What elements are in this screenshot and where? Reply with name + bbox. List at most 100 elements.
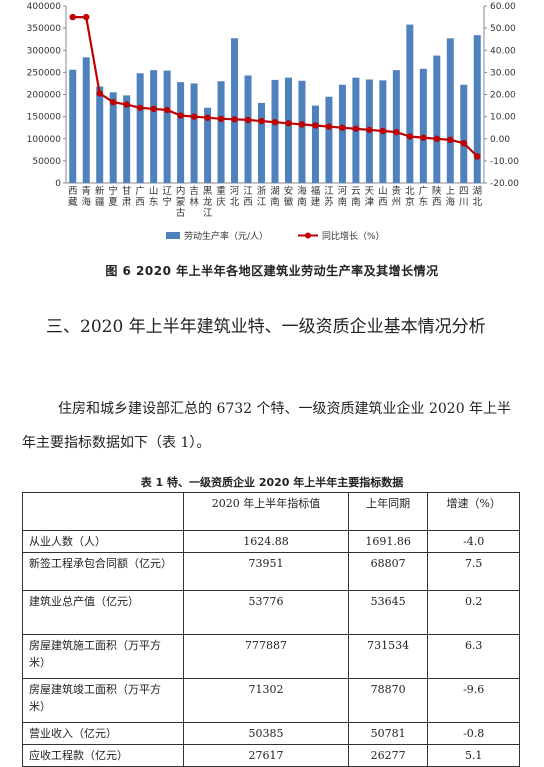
category-label: 藏 xyxy=(68,196,78,208)
table-row: 建筑业总产值（亿元） 53776 53645 0.2 xyxy=(22,590,520,635)
growth-point xyxy=(244,116,252,124)
growth-point xyxy=(109,99,117,106)
row-label: 房屋建筑施工面积（万平方米） xyxy=(22,634,184,679)
left-tick-label: 0 xyxy=(55,179,61,189)
right-tick-label: 40.00 xyxy=(490,46,516,56)
bar xyxy=(231,38,239,183)
row-growth: 6.3 xyxy=(427,634,520,679)
growth-point xyxy=(217,115,225,123)
growth-point xyxy=(285,120,292,127)
growth-point xyxy=(312,122,319,129)
bar xyxy=(446,38,454,183)
category-label: 宁 xyxy=(108,185,118,197)
category-label: 西 xyxy=(378,197,388,208)
growth-point xyxy=(406,133,414,140)
category-label: 四 xyxy=(459,186,469,197)
category-label: 龙 xyxy=(203,196,213,208)
category-label: 江 xyxy=(203,208,213,219)
figure-caption: 图 6 2020 年上半年各地区建筑业劳动生产率及其增长情况 xyxy=(105,264,439,278)
right-tick-label: 0.00 xyxy=(490,135,510,145)
category-label: 湖 xyxy=(270,186,280,197)
row-growth: -0.8 xyxy=(427,722,520,745)
row-growth: 5.1 xyxy=(427,744,520,767)
growth-point xyxy=(271,118,279,126)
section-heading: 三、2020 年上半年建筑业特、一级资质企业基本情况分析 xyxy=(46,317,486,337)
category-label: 内 xyxy=(176,185,186,197)
growth-point xyxy=(393,128,400,136)
bar xyxy=(123,95,131,183)
row-previous: 1691.86 xyxy=(347,530,429,553)
category-label: 北 xyxy=(473,197,483,208)
category-label: 广 xyxy=(135,185,145,197)
row-current: 1624.88 xyxy=(183,530,349,553)
growth-point xyxy=(339,124,346,131)
category-label: 宁 xyxy=(162,196,172,208)
intro-paragraph: 住房和城乡建设部汇总的 6732 个特、一级资质建筑业企业 2020 年上半年主… xyxy=(22,401,512,451)
table-row: 房屋建筑竣工面积（万平方米） 71302 78870 -9.6 xyxy=(22,678,520,723)
category-label: 浙 xyxy=(257,185,267,197)
bar xyxy=(298,80,306,183)
category-label: 江 xyxy=(257,197,267,208)
bar xyxy=(284,77,292,183)
row-current: 50385 xyxy=(183,722,349,745)
bar xyxy=(271,79,279,183)
table-header-row: 2020 年上半年指标值 上年同期 增速（%） xyxy=(22,492,520,531)
category-label: 州 xyxy=(392,197,402,208)
row-growth: -9.6 xyxy=(427,678,520,723)
category-label: 西 xyxy=(243,197,253,208)
bar xyxy=(325,96,333,183)
category-label: 江 xyxy=(324,186,334,197)
bar xyxy=(433,55,441,184)
category-label: 吉 xyxy=(189,186,199,197)
growth-point xyxy=(379,127,387,135)
category-label: 林 xyxy=(189,196,199,208)
category-label: 肃 xyxy=(122,196,132,208)
table-row: 营业收入（亿元） 50385 50781 -0.8 xyxy=(22,722,520,745)
category-label: 山 xyxy=(149,186,159,197)
growth-point xyxy=(352,125,360,132)
right-tick-label: 20.00 xyxy=(490,91,516,101)
bar xyxy=(311,105,319,183)
table-row: 从业人数（人） 1624.88 1691.86 -4.0 xyxy=(22,530,520,553)
bar xyxy=(163,70,171,183)
bar xyxy=(190,83,198,183)
left-tick-label: 200000 xyxy=(27,91,62,101)
left-tick-label: 400000 xyxy=(27,2,62,12)
header-cell-current: 2020 年上半年指标值 xyxy=(183,492,349,531)
growth-point xyxy=(123,101,130,108)
legend-bar-label: 劳动生产率（元/人） xyxy=(184,230,268,242)
growth-point xyxy=(366,126,373,134)
legend-bar-swatch xyxy=(166,232,180,239)
category-label: 南 xyxy=(338,196,348,208)
row-current: 27617 xyxy=(183,744,349,767)
category-label: 黑 xyxy=(203,186,213,197)
bar xyxy=(150,70,158,183)
row-current: 71302 xyxy=(183,678,349,723)
bar xyxy=(96,86,104,183)
growth-point xyxy=(298,121,306,128)
growth-point xyxy=(474,153,481,160)
growth-point xyxy=(460,139,467,147)
category-label: 甘 xyxy=(122,185,132,197)
category-label: 津 xyxy=(365,197,375,208)
growth-point xyxy=(190,113,198,120)
table-row: 新签工程承包合同额（亿元） 73951 68807 7.5 xyxy=(22,552,520,591)
growth-point xyxy=(204,114,211,121)
left-tick-label: 100000 xyxy=(27,135,62,145)
row-current: 777887 xyxy=(183,634,349,679)
chart-svg: 0 50000 100000 150000 200000 250000 300000 3500… xyxy=(27,2,520,242)
growth-point xyxy=(150,105,157,113)
category-label: 西 xyxy=(68,186,78,197)
row-growth: 0.2 xyxy=(427,590,520,635)
right-tick-label: 10.00 xyxy=(490,113,516,123)
row-previous: 731534 xyxy=(347,634,429,679)
growth-point xyxy=(136,104,144,111)
indicator-table: 2020 年上半年指标值 上年同期 增速（%） 从业人数（人） 1624.88 … xyxy=(22,492,520,767)
row-previous: 26277 xyxy=(347,744,429,767)
category-label: 青 xyxy=(81,185,91,197)
category-label: 东 xyxy=(419,196,429,208)
growth-point xyxy=(96,90,103,97)
category-label: 东 xyxy=(149,196,159,208)
growth-point xyxy=(177,112,184,119)
growth-point xyxy=(258,117,265,125)
